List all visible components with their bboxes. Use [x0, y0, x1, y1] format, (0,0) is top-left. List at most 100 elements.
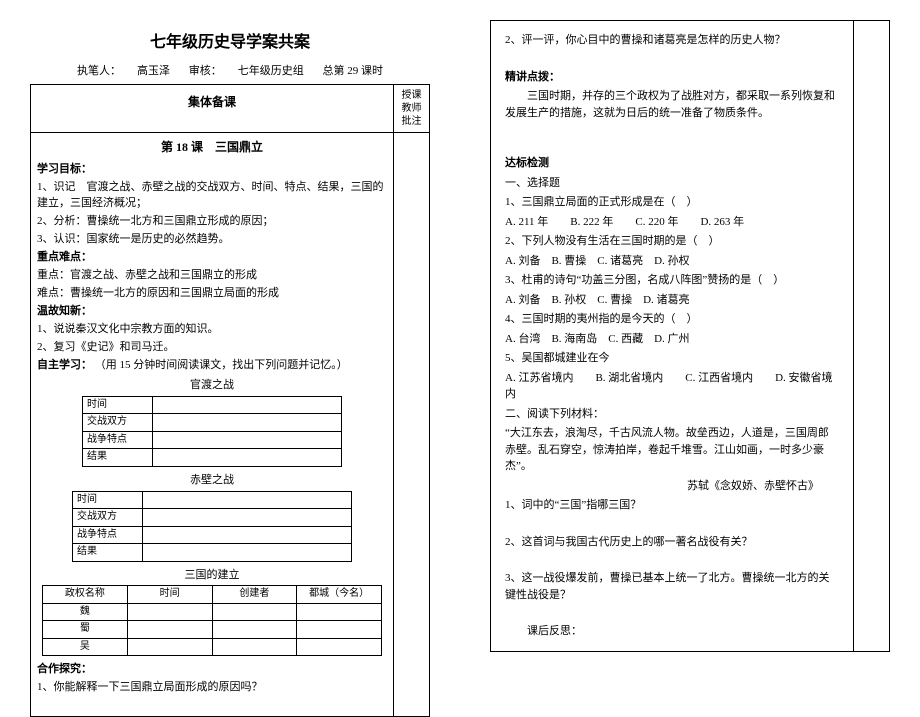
goal-2: 2、分析：曹操统一北方和三国鼎立形成的原因； — [37, 214, 387, 230]
goal-1: 1、识记 官渡之战、赤壁之战的交战双方、时间、特点、结果，三国的建立，三国经济概… — [37, 180, 387, 212]
mc3-opts: A. 刘备 B. 孙权 C. 曹操 D. 诸葛亮 — [505, 292, 839, 309]
key-1: 重点：官渡之战、赤壁之战和三国鼎立的形成 — [37, 268, 387, 284]
page-right: 2、评一评，你心目中的曹操和诸葛亮是怎样的历史人物？ 精讲点拨： 三国时期，并存… — [460, 0, 920, 637]
table-row: 结果 — [73, 544, 352, 562]
cell-label: 战争特点 — [83, 431, 153, 449]
right-side-cell — [854, 21, 890, 652]
sg-h1: 政权名称 — [43, 586, 128, 604]
left-outer-table: 集体备课 授课教师批注 第 18 课 三国鼎立 学习目标： 1、识记 官渡之战、… — [30, 84, 430, 717]
mc2: 2、下列人物没有生活在三国时期的是（ ） — [505, 233, 839, 250]
doc-title: 七年级历史导学案共案 — [30, 28, 430, 52]
author-label: 执笔人： — [77, 65, 121, 77]
q2: 2、评一评，你心目中的曹操和诸葛亮是怎样的历史人物？ — [505, 32, 839, 49]
sanguo-caption: 三国的建立 — [37, 568, 387, 584]
cell-label: 时间 — [73, 491, 143, 509]
right-content-cell: 2、评一评，你心目中的曹操和诸葛亮是怎样的历史人物？ 精讲点拨： 三国时期，并存… — [491, 21, 854, 652]
spacer — [505, 52, 839, 66]
spacer — [505, 553, 839, 567]
jj-heading: 精讲点拨： — [505, 69, 839, 86]
sg-wei: 魏 — [43, 603, 128, 621]
key-2: 难点：曹操统一北方的原因和三国鼎立局面的形成 — [37, 286, 387, 302]
mc1-opts: A. 211 年 B. 222 年 C. 220 年 D. 263 年 — [505, 214, 839, 231]
group-prep-title: 集体备课 — [37, 93, 387, 110]
warm-1: 1、说说秦汉文化中宗教方面的知识。 — [37, 322, 387, 338]
cell-empty — [153, 414, 342, 432]
table-row: 交战双方 — [83, 414, 342, 432]
self-heading: 自主学习： — [37, 359, 92, 371]
table-row: 时间 — [83, 396, 342, 414]
table-row: 吴 — [43, 638, 382, 656]
self-line: 自主学习： （用 15 分钟时间阅读课文，找出下列问题并记忆。） — [37, 358, 387, 374]
mc5: 5、吴国都城建业在今 — [505, 350, 839, 367]
db-sec1: 一、选择题 — [505, 175, 839, 192]
table-row: 结果 — [83, 449, 342, 467]
content-body: 第 18 课 三国鼎立 学习目标： 1、识记 官渡之战、赤壁之战的交战双方、时间… — [37, 139, 387, 712]
spacer — [505, 138, 839, 152]
cell-empty — [143, 526, 352, 544]
sg-shu: 蜀 — [43, 621, 128, 639]
material-1: “大江东去，浪淘尽，千古风流人物。故垒西边，人道是，三国周郎赤壁。乱石穿空，惊涛… — [505, 425, 839, 475]
sg-h2: 时间 — [127, 586, 212, 604]
period-label: 总第 29 课时 — [323, 65, 384, 77]
mc1: 1、三国鼎立局面的正式形成是在（ ） — [505, 194, 839, 211]
right-content: 2、评一评，你心目中的曹操和诸葛亮是怎样的历史人物？ 精讲点拨： 三国时期，并存… — [497, 25, 847, 647]
keys-heading: 重点难点： — [37, 250, 387, 266]
page-left: 七年级历史导学案共案 执笔人：高玉泽 审核：七年级历史组 总第 29 课时 集体… — [0, 0, 460, 637]
sanguo-table: 政权名称 时间 创建者 都城（今名） 魏 蜀 吴 — [42, 585, 382, 656]
spacer — [505, 606, 839, 620]
right-outer-table: 2、评一评，你心目中的曹操和诸葛亮是怎样的历史人物？ 精讲点拨： 三国时期，并存… — [490, 20, 890, 652]
meta-line: 执笔人：高玉泽 审核：七年级历史组 总第 29 课时 — [30, 62, 430, 78]
mc2-opts: A. 刘备 B. 曹操 C. 诸葛亮 D. 孙权 — [505, 253, 839, 270]
mc4: 4、三国时期的夷州指的是今天的（ ） — [505, 311, 839, 328]
cell-empty — [153, 431, 342, 449]
rq1: 1、词中的“三国”指哪三国？ — [505, 497, 839, 514]
coop-heading: 合作探究： — [37, 662, 387, 678]
side-header: 授课教师批注 — [394, 85, 430, 133]
sg-wu: 吴 — [43, 638, 128, 656]
review-value: 七年级历史组 — [238, 65, 304, 77]
table-row: 时间 — [73, 491, 352, 509]
spacer — [37, 698, 387, 712]
mc4-opts: A. 台湾 B. 海南岛 C. 西藏 D. 广州 — [505, 331, 839, 348]
mc5-opts: A. 江苏省境内 B. 湖北省境内 C. 江西省境内 D. 安徽省境内 — [505, 370, 839, 403]
material-2: 苏轼《念奴娇、赤壁怀古》 — [505, 478, 839, 495]
sg-h4: 都城（今名） — [297, 586, 382, 604]
group-prep-cell: 集体备课 — [31, 85, 394, 133]
table-row: 蜀 — [43, 621, 382, 639]
cell-empty — [143, 509, 352, 527]
table-row: 战争特点 — [73, 526, 352, 544]
guandu-table: 时间 交战双方 战争特点 结果 — [82, 396, 342, 467]
sg-h3: 创建者 — [212, 586, 297, 604]
chibi-table: 时间 交战双方 战争特点 结果 — [72, 491, 352, 562]
warm-heading: 温故知新： — [37, 304, 387, 320]
reflect: 课后反思： — [505, 623, 839, 640]
goals-heading: 学习目标： — [37, 162, 387, 178]
cell-label: 结果 — [73, 544, 143, 562]
main-content-cell: 第 18 课 三国鼎立 学习目标： 1、识记 官渡之战、赤壁之战的交战双方、时间… — [31, 133, 394, 717]
table-row: 交战双方 — [73, 509, 352, 527]
table-row: 政权名称 时间 创建者 都城（今名） — [43, 586, 382, 604]
lesson-title: 第 18 课 三国鼎立 — [37, 139, 387, 156]
cell-label: 战争特点 — [73, 526, 143, 544]
db-heading: 达标检测 — [505, 155, 839, 172]
guandu-caption: 官渡之战 — [37, 378, 387, 394]
warm-2: 2、复习《史记》和司马迁。 — [37, 340, 387, 356]
chibi-caption: 赤壁之战 — [37, 473, 387, 489]
coop-q1: 1、你能解释一下三国鼎立局面形成的原因吗？ — [37, 680, 387, 696]
rq2: 2、这首词与我国古代历史上的哪一著名战役有关？ — [505, 534, 839, 551]
self-note: （用 15 分钟时间阅读课文，找出下列问题并记忆。） — [95, 359, 348, 371]
cell-label: 时间 — [83, 396, 153, 414]
cell-label: 交战双方 — [83, 414, 153, 432]
cell-label: 结果 — [83, 449, 153, 467]
table-row: 魏 — [43, 603, 382, 621]
cell-empty — [153, 396, 342, 414]
side-notes-cell — [394, 133, 430, 717]
cell-label: 交战双方 — [73, 509, 143, 527]
jj-body: 三国时期，并存的三个政权为了战胜对方，都采取一系列恢复和发展生产的措施，这就为日… — [505, 88, 839, 121]
cell-empty — [153, 449, 342, 467]
mc3: 3、杜甫的诗句“功盖三分图，名成八阵图”赞扬的是（ ） — [505, 272, 839, 289]
goal-3: 3、认识：国家统一是历史的必然趋势。 — [37, 232, 387, 248]
author-value: 高玉泽 — [137, 65, 170, 77]
rq3: 3、这一战役爆发前，曹操已基本上统一了北方。曹操统一北方的关键性战役是？ — [505, 570, 839, 603]
spacer — [505, 517, 839, 531]
